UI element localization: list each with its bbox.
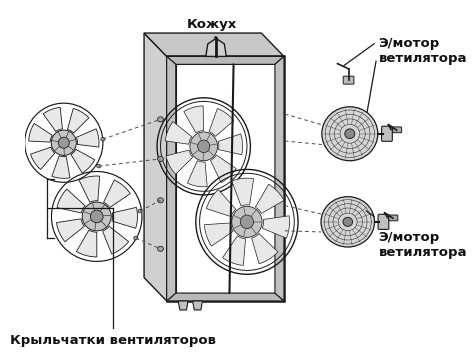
FancyBboxPatch shape [378, 214, 389, 229]
Polygon shape [275, 56, 284, 301]
Polygon shape [67, 108, 89, 133]
Polygon shape [167, 56, 176, 301]
Polygon shape [167, 293, 284, 301]
Polygon shape [206, 39, 227, 56]
Ellipse shape [345, 129, 355, 139]
Circle shape [97, 164, 101, 168]
Polygon shape [103, 180, 130, 208]
Polygon shape [255, 184, 284, 213]
Ellipse shape [343, 217, 353, 226]
Text: Крыльчатки вентиляторов: Крыльчатки вентиляторов [10, 334, 216, 347]
Circle shape [158, 198, 164, 203]
Polygon shape [79, 176, 100, 202]
Circle shape [158, 246, 164, 251]
Text: Кожух: Кожух [187, 18, 237, 31]
Polygon shape [167, 56, 284, 64]
Polygon shape [144, 33, 284, 56]
Polygon shape [167, 56, 284, 301]
Polygon shape [232, 178, 254, 206]
Polygon shape [56, 219, 84, 242]
Ellipse shape [321, 197, 374, 247]
Text: Э/мотор
ветилятора: Э/мотор ветилятора [379, 231, 467, 259]
FancyBboxPatch shape [392, 127, 401, 133]
Circle shape [158, 156, 164, 161]
Polygon shape [252, 234, 278, 264]
Polygon shape [112, 207, 137, 228]
Polygon shape [57, 189, 85, 213]
Ellipse shape [198, 140, 210, 153]
Polygon shape [165, 122, 192, 144]
FancyBboxPatch shape [382, 126, 392, 141]
Polygon shape [262, 216, 290, 238]
FancyBboxPatch shape [389, 215, 398, 221]
Circle shape [138, 209, 142, 213]
Ellipse shape [91, 210, 103, 223]
Polygon shape [144, 33, 167, 301]
FancyBboxPatch shape [343, 76, 354, 84]
Polygon shape [184, 106, 203, 133]
Polygon shape [43, 107, 63, 131]
Polygon shape [30, 147, 55, 170]
Polygon shape [102, 226, 128, 254]
Polygon shape [218, 134, 243, 155]
Polygon shape [192, 301, 202, 310]
Polygon shape [187, 161, 207, 187]
Ellipse shape [322, 107, 378, 161]
Ellipse shape [232, 206, 262, 238]
Polygon shape [210, 155, 236, 183]
Ellipse shape [51, 130, 76, 155]
Polygon shape [76, 129, 99, 147]
Ellipse shape [190, 132, 218, 161]
Text: Э/мотор
ветилятора: Э/мотор ветилятора [379, 37, 467, 65]
Polygon shape [176, 64, 275, 293]
Polygon shape [28, 123, 52, 142]
Ellipse shape [82, 202, 111, 231]
Circle shape [101, 137, 105, 141]
Polygon shape [204, 223, 233, 246]
Polygon shape [76, 230, 97, 257]
Ellipse shape [240, 215, 254, 229]
Polygon shape [209, 108, 234, 136]
Polygon shape [166, 150, 193, 174]
Polygon shape [223, 236, 246, 265]
Polygon shape [52, 156, 70, 178]
Polygon shape [178, 301, 188, 310]
Circle shape [134, 236, 138, 240]
Circle shape [158, 117, 164, 122]
Polygon shape [71, 149, 95, 173]
Polygon shape [206, 190, 236, 217]
Ellipse shape [58, 137, 69, 148]
